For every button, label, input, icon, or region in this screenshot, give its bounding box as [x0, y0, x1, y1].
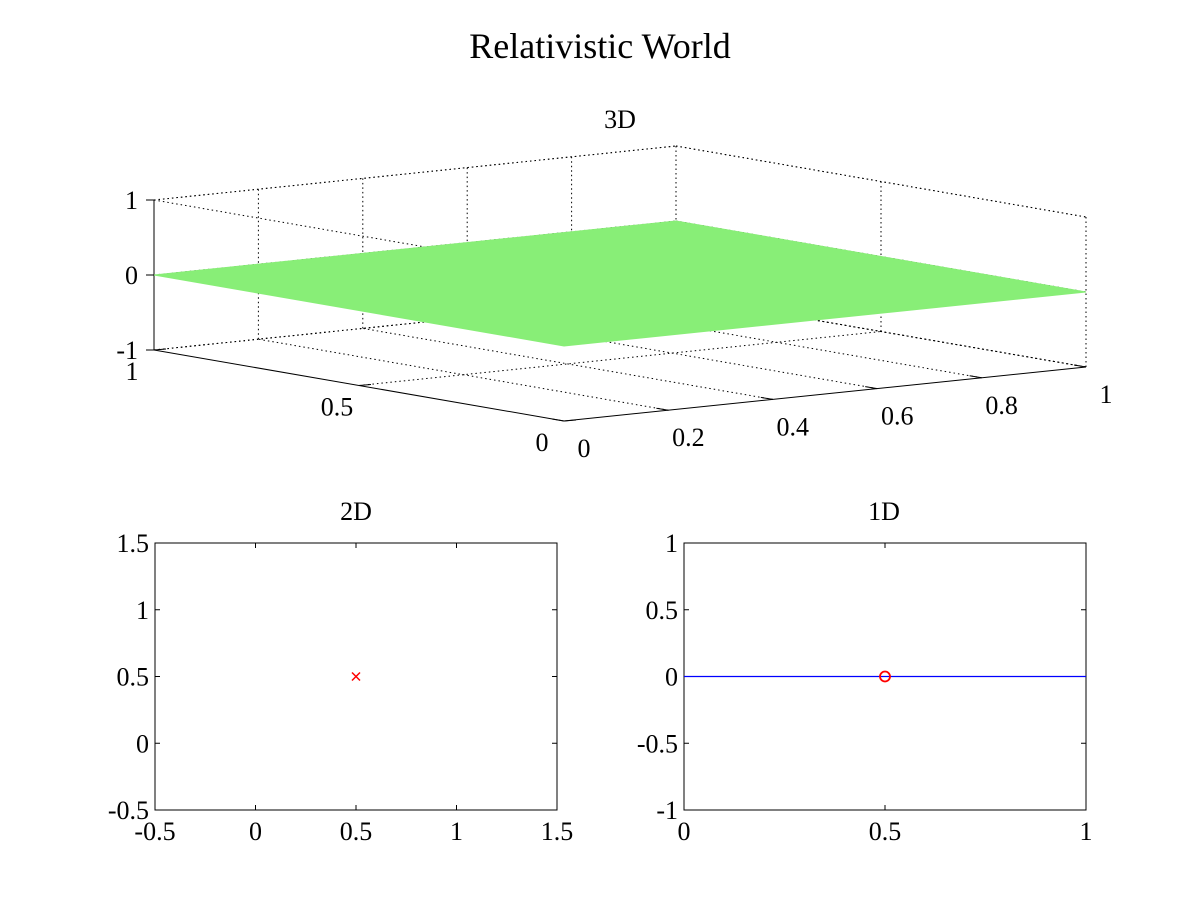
plot-3d-xtick-label: 1 [1100, 380, 1113, 409]
plot-3d-grid-z-wall [153, 145, 677, 201]
plot-3d-x-axis-line [563, 366, 1087, 422]
plot-3d-xtick-label: 0.6 [881, 402, 914, 431]
plot-2d-xtick-label: 0 [249, 817, 262, 846]
plot-1d-ytick-label: -0.5 [637, 729, 678, 758]
plot-3d-xtick [969, 375, 982, 379]
plot-3d-ytick [153, 348, 167, 351]
plot-1d-xtick-label: 0.5 [869, 817, 902, 846]
plot-3d-xtick-label: 0.4 [777, 412, 810, 441]
plot-2d-xtick-label: 1.5 [541, 817, 574, 846]
plot-3d-xtick-label: 0 [578, 434, 591, 463]
plot-3d-grid-y-floor [358, 331, 882, 386]
plot-3d-ztick-label: 1 [125, 186, 138, 215]
plot-3d-xtick [551, 418, 565, 422]
plot-3d-grid-z-wall [675, 295, 1087, 368]
plot-2d-xtick-label: 0.5 [340, 817, 373, 846]
plot-3d-xtick [865, 386, 878, 390]
plot-2d-xtick-label: 1 [450, 817, 463, 846]
plot-2d-xtick-label: -0.5 [134, 817, 175, 846]
plot-3d-ytick [563, 419, 577, 422]
plot-3d-ytick-label: 0 [536, 428, 549, 457]
plot-2d-title: 2D [340, 497, 372, 526]
plot-1d-ytick-label: 0.5 [646, 596, 679, 625]
plot-1d-ytick-label: -1 [656, 796, 678, 825]
plot-2d: 2D -0.5 0 0.5 1 1.5 -0.5 0 0.5 1 1.5 [108, 497, 573, 846]
plot-1d: 1D 0 0.5 1 -1 -0.5 0 0.5 1 [637, 497, 1093, 846]
plot-1d-ytick-label: 1 [665, 529, 678, 558]
plot-2d-ytick-label: -0.5 [108, 796, 149, 825]
plot-2d-ytick-label: 0 [136, 729, 149, 758]
plot-1d-ytick-label: 0 [665, 663, 678, 692]
plot-3d-grid-z-wall [675, 145, 1087, 218]
plot-2d-ytick-label: 0.5 [117, 663, 150, 692]
plot-3d-grid-x-floor [362, 327, 773, 400]
plot-2d-x-marker [351, 671, 361, 682]
plot-2d-ytick-label: 1.5 [117, 529, 150, 558]
plot-1d-xtick-label: 1 [1080, 817, 1093, 846]
plot-3d-ytick [358, 384, 372, 386]
plot-1d-circle-marker [879, 670, 891, 683]
plot-3d: 3D 0 0.2 0.4 0.6 0.8 100.51-101 [116, 105, 1112, 463]
plot-3d-xtick-label: 0.2 [672, 423, 705, 452]
plot-3d-xtick-label: 0.8 [985, 391, 1018, 420]
plot-3d-ytick-label: 1 [126, 357, 139, 386]
plot-3d-surface [153, 220, 1087, 347]
plot-3d-xtick [656, 407, 669, 411]
plot-3d-ztick-label: -1 [116, 336, 138, 365]
plot-3d-title: 3D [604, 105, 636, 134]
plot-1d-xtick-label: 0 [678, 817, 691, 846]
plot-1d-title: 1D [868, 497, 900, 526]
figure-title: Relativistic World [469, 26, 730, 66]
plot-3d-xtick [1073, 364, 1087, 368]
plot-3d-ytick-label: 0.5 [321, 393, 354, 422]
plot-2d-ytick-label: 1 [136, 596, 149, 625]
plot-3d-ztick-label: 0 [125, 261, 138, 290]
plot-3d-xtick [760, 396, 773, 400]
